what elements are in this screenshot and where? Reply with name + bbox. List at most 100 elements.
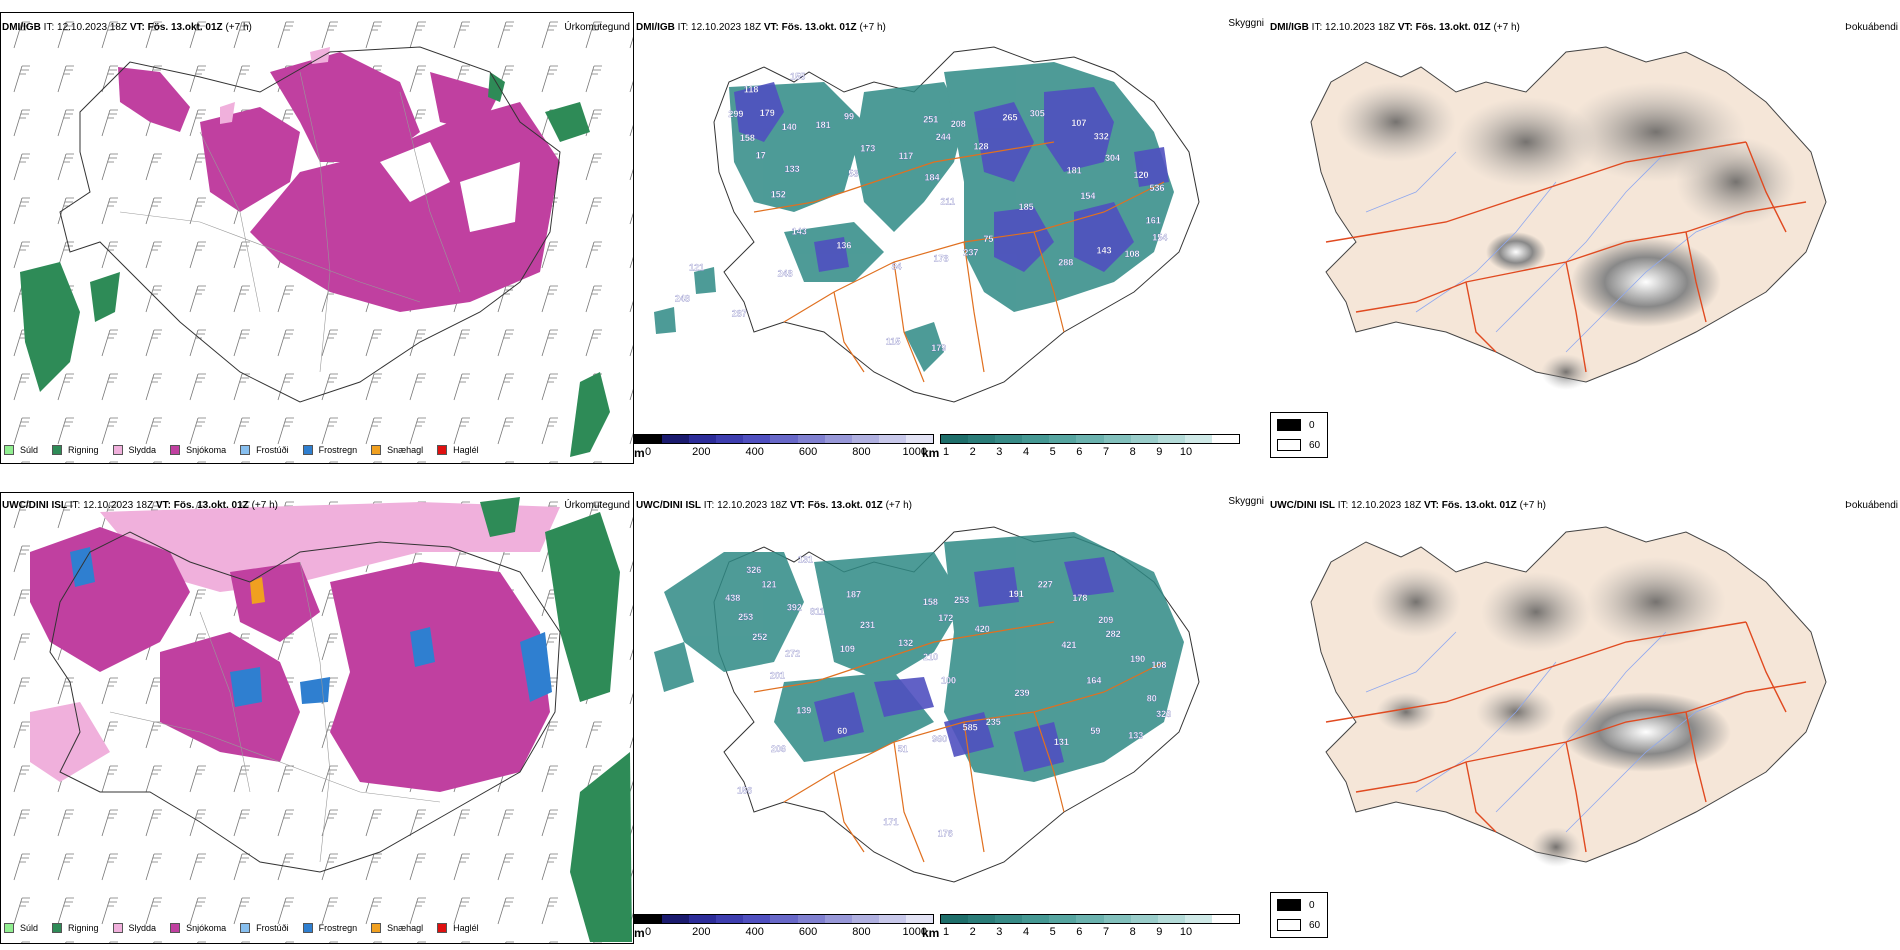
precip-legend-swatch xyxy=(302,445,313,455)
cloud-base-label: 59 xyxy=(1090,726,1100,736)
colorbar-segment xyxy=(941,435,969,443)
cloud-base-label: 161 xyxy=(1146,216,1161,226)
lead-time: (+7 h) xyxy=(1519,500,1546,511)
colorbar-tick-label: 200 xyxy=(692,446,711,458)
colorbar-tick-label: 7 xyxy=(1102,926,1110,938)
cloud-base-label: 128 xyxy=(974,141,989,151)
precip-type-title: Úrkomutegund xyxy=(564,500,630,511)
colorbar-segment xyxy=(1103,915,1131,923)
cloud-base-label: 178 xyxy=(1072,593,1087,603)
colorbar-segment xyxy=(1157,435,1185,443)
cloud-base-label: 171 xyxy=(883,817,898,827)
init-time: 12.10.2023 18Z xyxy=(691,22,762,33)
precip-legend-label: Rigning xyxy=(68,445,99,455)
cloud-base-label: 265 xyxy=(1003,113,1018,123)
cloud-base-label: 209 xyxy=(1098,615,1113,625)
it-label: IT: xyxy=(677,22,689,33)
cloud-base-label: 253 xyxy=(954,595,969,605)
colorbar-segment xyxy=(743,915,771,923)
fog-legend: 0 60 xyxy=(1270,892,1328,938)
cloud-base-label: 210 xyxy=(923,652,938,662)
vt-label: VT: xyxy=(789,500,805,511)
colorbar-tick-label: 4 xyxy=(1022,926,1030,938)
cloud-base-label: 131 xyxy=(798,554,813,564)
precip-legend-item: Frostúði xyxy=(240,923,289,933)
precip-legend-label: Haglél xyxy=(453,445,479,455)
precip-type-legend: Súld Rigning Slydda Snjókoma Frostúði Frostre… xyxy=(4,440,493,460)
cloud-base-label: 201 xyxy=(770,671,785,681)
cloud-base-label: 960 xyxy=(932,734,947,744)
cloud-base-label: 272 xyxy=(785,649,800,659)
colorbar-segment xyxy=(1184,915,1212,923)
lead-time: (+7 h) xyxy=(225,22,252,33)
precip-type-title: Úrkomutegund xyxy=(564,22,630,33)
ceiling-ticks: 0 200 400 600 800 1000 xyxy=(644,446,938,460)
visibility-ticks: 1 2 3 4 5 6 7 8 9 10 xyxy=(940,446,1240,460)
visibility-header: UWC/DINI ISL IT: 12.10.2023 18Z VT: Fös.… xyxy=(636,500,912,511)
lead-time: (+7 h) xyxy=(1493,22,1520,33)
precip-legend-item: Súld xyxy=(4,445,38,455)
colorbar-tick-label: 200 xyxy=(692,926,711,938)
colorbar-tick-label: 0 xyxy=(644,446,652,458)
model-name: DMI/IGB xyxy=(2,22,41,33)
cloud-base-label: 211 xyxy=(941,197,956,207)
colorbar-segment xyxy=(797,435,825,443)
model-name: UWC/DINI ISL xyxy=(2,500,67,511)
fog-legend: 0 60 xyxy=(1270,412,1328,458)
colorbar-segment xyxy=(1076,915,1104,923)
colorbar-tick-label: 5 xyxy=(1049,926,1056,938)
colorbar-segment xyxy=(995,915,1023,923)
precip-type-legend: Súld Rigning Slydda Snjókoma Frostúði Frostre… xyxy=(4,918,493,938)
init-time: 12.10.2023 18Z xyxy=(57,22,128,33)
cloud-base-label: 121 xyxy=(762,580,777,590)
precip-legend-item: Snæhagl xyxy=(371,445,423,455)
precip-legend-label: Súld xyxy=(20,445,39,455)
precip-legend-label: Frostregn xyxy=(318,923,358,933)
init-time: 12.10.2023 18Z xyxy=(1325,22,1396,33)
cloud-base-label: 304 xyxy=(1105,153,1120,163)
cloud-base-label: 811 xyxy=(810,606,825,616)
cloud-base-label: 158 xyxy=(923,597,938,607)
colorbar-segment xyxy=(1076,435,1104,443)
colorbar-segment xyxy=(941,915,969,923)
colorbar-tick-label: 7 xyxy=(1102,446,1110,458)
ptype-map-frame xyxy=(0,492,634,944)
model-name: UWC/DINI ISL xyxy=(636,500,701,511)
lead-time: (+7 h) xyxy=(885,500,912,511)
precip-legend-swatch xyxy=(112,445,123,455)
cloud-base-label: 237 xyxy=(963,247,978,257)
precip-legend-swatch xyxy=(52,445,63,455)
colorbar-segment xyxy=(1049,915,1077,923)
cloud-base-label: 185 xyxy=(1019,202,1034,212)
cloud-base-label: 156 xyxy=(737,786,752,796)
visibility-ticks: 1 2 3 4 5 6 7 8 9 10 xyxy=(940,926,1240,940)
cloud-base-label: 208 xyxy=(951,119,966,129)
colorbar-tick-label: 3 xyxy=(996,446,1003,458)
colorbar-tick-label: 6 xyxy=(1076,446,1083,458)
cloud-base-label: 253 xyxy=(738,612,753,622)
colorbar-segment xyxy=(716,915,744,923)
precip-legend-item: Snæhagl xyxy=(371,923,423,933)
vt-label: VT: xyxy=(129,22,145,33)
lead-time: (+7 h) xyxy=(859,22,886,33)
it-label: IT: xyxy=(1337,500,1349,511)
cloud-base-label: 187 xyxy=(846,590,861,600)
visibility-title: Skyggni xyxy=(1228,18,1264,29)
colorbar-segment xyxy=(662,915,690,923)
colorbar-segment xyxy=(1049,435,1077,443)
fog-legend-swatch xyxy=(1277,439,1301,451)
model-name: DMI/IGB xyxy=(636,22,675,33)
colorbar-tick-label: 2 xyxy=(969,446,976,458)
cloud-base-label: 190 xyxy=(1130,654,1145,664)
fog-title: Þokuábendi xyxy=(1845,22,1898,33)
cloud-base-label: 139 xyxy=(796,706,811,716)
it-label: IT: xyxy=(69,500,81,511)
cloud-base-label: 133 xyxy=(1128,730,1143,740)
cloud-base-label: 75 xyxy=(983,234,993,244)
ceiling-unit: m xyxy=(634,926,645,940)
colorbar-segment xyxy=(716,435,744,443)
precip-legend-swatch xyxy=(302,923,313,933)
visibility-map: 326 131 438 121 253 392 811 187 252 272 201 109 231 1… xyxy=(654,526,1200,883)
cloud-base-label: 239 xyxy=(1015,688,1030,698)
valid-time: Fös. 13.okt. 01Z xyxy=(173,500,249,511)
